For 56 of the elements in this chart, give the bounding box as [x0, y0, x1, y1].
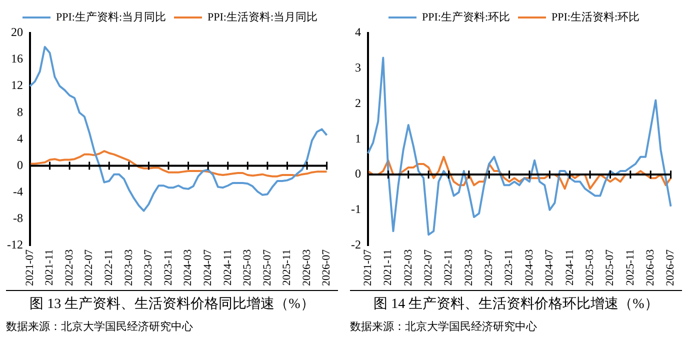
x-tick-label: 2024-11 — [222, 249, 234, 286]
text: 图 14 生产资料、生活资料价格环比增速（%） — [350, 290, 682, 313]
x-tick-label: 2025-07 — [261, 248, 274, 286]
y-tick-label: 4 — [354, 25, 361, 40]
y-tick-label: 20 — [10, 25, 23, 40]
x-tick-label: 2024-11 — [564, 249, 576, 286]
x-tick-label: 2023-03 — [462, 248, 475, 286]
x-tick-label: 2025-03 — [584, 248, 596, 286]
legend-label: PPI:生活资料:环比 — [552, 10, 640, 24]
x-tick-label: 2021-11 — [382, 249, 394, 286]
x-tick-label: 2026-07 — [320, 248, 333, 286]
x-tick-label: 2022-07 — [422, 248, 434, 286]
x-tick-label: 2026-03 — [644, 248, 657, 286]
x-tick-label: 2023-11 — [162, 249, 174, 286]
source-note: 数据来源：北京大学国民经济研究中心 — [6, 320, 194, 334]
x-tick-label: 2023-07 — [142, 248, 155, 286]
x-tick-label: 2022-07 — [83, 248, 96, 286]
y-tick-label: -8 — [12, 210, 23, 225]
y-tick-label: 1 — [354, 131, 361, 146]
x-tick-label: 2024-07 — [202, 248, 214, 286]
x-tick-label: 2025-03 — [242, 248, 254, 286]
legend-label: PPI:生活资料:当月同比 — [208, 10, 318, 24]
x-tick-label: 2021-07 — [362, 248, 374, 286]
x-tick-label: 2026-07 — [664, 248, 677, 286]
y-tick-label: -2 — [350, 237, 361, 252]
x-tick-label: 2022-03 — [63, 248, 76, 286]
x-tick-label: 2025-07 — [604, 248, 616, 286]
x-tick-label: 2021-11 — [44, 249, 56, 286]
y-tick-label: 4 — [16, 131, 23, 146]
y-tick-label: 3 — [354, 60, 361, 75]
y-tick-label: -4 — [12, 184, 23, 198]
x-tick-label: 2022-11 — [442, 249, 455, 286]
x-tick-label: 2022-11 — [103, 249, 116, 286]
y-tick-label: 12 — [10, 78, 23, 92]
text: 图 13 生产资料、生活资料价格同比增速（%） — [6, 290, 338, 313]
y-tick-label: 16 — [10, 52, 23, 66]
x-tick-label: 2025-11 — [281, 249, 294, 286]
y-tick-label: -12 — [6, 237, 23, 252]
source-note: 数据来源：北京大学国民经济研究中心 — [350, 320, 538, 334]
legend-label: PPI:生产资料:环比 — [422, 10, 510, 24]
y-tick-label: 8 — [16, 104, 23, 119]
x-tick-label: 2023-07 — [483, 248, 496, 286]
x-tick-label: 2023-11 — [503, 249, 516, 286]
x-tick-label: 2024-07 — [544, 248, 556, 286]
x-tick-label: 2021-07 — [24, 248, 36, 286]
x-tick-label: 2023-03 — [122, 248, 135, 286]
x-tick-label: 2022-03 — [402, 248, 414, 286]
y-tick-label: 2 — [354, 96, 361, 110]
x-tick-label: 2025-11 — [624, 249, 636, 286]
x-tick-label: 2026-03 — [300, 248, 313, 286]
y-tick-label: -1 — [350, 202, 361, 216]
x-tick-label: 2024-03 — [182, 248, 194, 286]
x-tick-label: 2024-03 — [523, 248, 536, 286]
y-tick-label: 0 — [354, 166, 361, 181]
y-tick-label: 0 — [16, 158, 23, 172]
legend-label: PPI:生产资料:当月同比 — [56, 10, 166, 24]
